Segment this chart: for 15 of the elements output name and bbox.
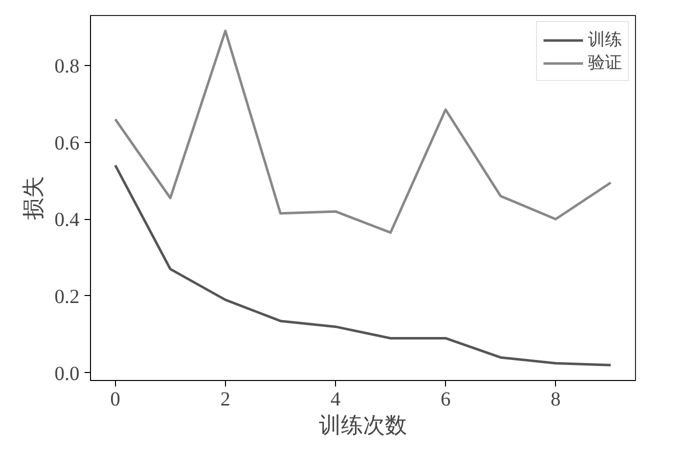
legend-label: 验证 <box>588 52 622 74</box>
x-axis-title: 训练次数 <box>319 414 407 438</box>
x-tick-label: 2 <box>220 388 230 410</box>
x-tick-label: 0 <box>110 388 120 410</box>
y-tick-label: 0.6 <box>54 132 80 154</box>
legend-label: 训练 <box>588 29 622 51</box>
y-tick-label: 0.0 <box>54 362 80 385</box>
x-tick-label: 6 <box>440 388 451 410</box>
y-tick-label: 0.4 <box>54 209 80 232</box>
y-axis-title: 损失 <box>22 176 46 220</box>
y-tick-label: 0.2 <box>54 286 80 308</box>
line-series <box>114 164 612 366</box>
x-tick-label: 4 <box>330 388 340 410</box>
y-tick-label: 0.8 <box>54 55 80 78</box>
x-tick-label: 8 <box>550 388 561 410</box>
